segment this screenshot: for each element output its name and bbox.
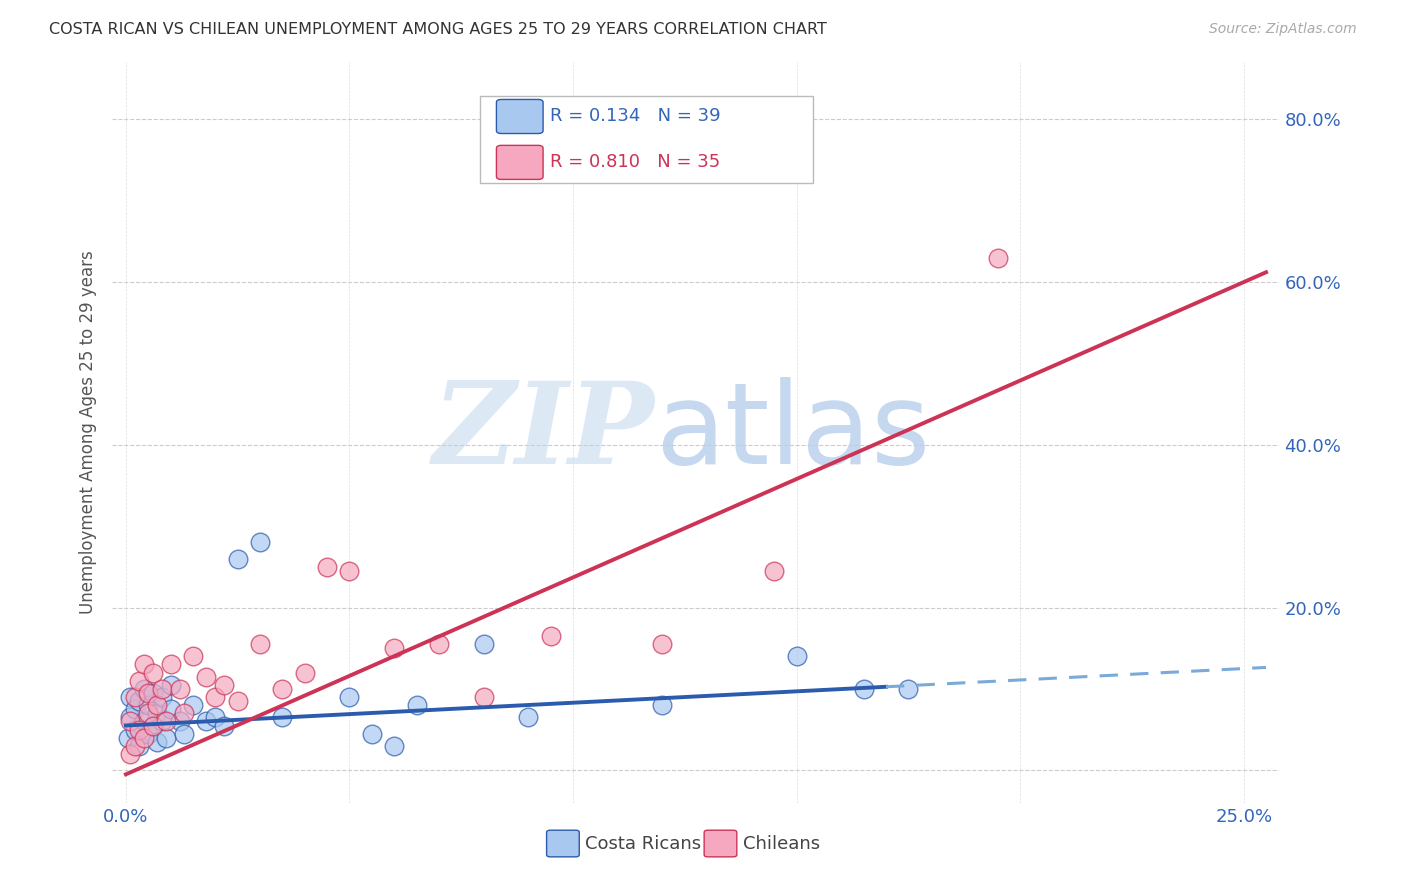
Text: atlas: atlas xyxy=(655,377,931,488)
Point xyxy=(472,690,495,704)
Point xyxy=(169,714,191,729)
Point xyxy=(214,718,236,732)
Point xyxy=(117,731,139,745)
Point xyxy=(155,731,177,745)
Text: COSTA RICAN VS CHILEAN UNEMPLOYMENT AMONG AGES 25 TO 29 YEARS CORRELATION CHART: COSTA RICAN VS CHILEAN UNEMPLOYMENT AMON… xyxy=(49,22,827,37)
Point xyxy=(173,726,195,740)
FancyBboxPatch shape xyxy=(479,95,813,183)
Point xyxy=(204,690,226,704)
Point xyxy=(146,706,169,721)
Point xyxy=(339,690,361,704)
Point xyxy=(136,706,159,721)
Point xyxy=(249,535,271,549)
Point xyxy=(159,657,181,672)
Point xyxy=(128,673,150,688)
FancyBboxPatch shape xyxy=(496,99,543,134)
Text: ZIP: ZIP xyxy=(433,377,655,488)
Point xyxy=(204,710,226,724)
Y-axis label: Unemployment Among Ages 25 to 29 years: Unemployment Among Ages 25 to 29 years xyxy=(79,251,97,615)
Point xyxy=(763,564,786,578)
Point xyxy=(128,739,150,753)
Point xyxy=(150,690,173,704)
Point xyxy=(651,698,673,713)
Point xyxy=(120,690,142,704)
Point xyxy=(120,747,142,761)
Point xyxy=(987,251,1010,265)
Text: R = 0.810   N = 35: R = 0.810 N = 35 xyxy=(550,153,720,171)
Point xyxy=(786,649,808,664)
Point xyxy=(120,710,142,724)
Point xyxy=(427,637,450,651)
Text: Chileans: Chileans xyxy=(742,835,820,853)
Point xyxy=(146,735,169,749)
Point xyxy=(382,641,405,656)
Point xyxy=(316,559,339,574)
Point xyxy=(142,665,165,680)
Point xyxy=(651,637,673,651)
Text: Source: ZipAtlas.com: Source: ZipAtlas.com xyxy=(1209,22,1357,37)
Point xyxy=(360,726,382,740)
Point xyxy=(169,681,191,696)
Point xyxy=(124,723,146,737)
Point xyxy=(132,731,155,745)
Point xyxy=(155,714,177,729)
Point xyxy=(124,702,146,716)
FancyBboxPatch shape xyxy=(547,830,579,857)
Point xyxy=(271,681,294,696)
Point xyxy=(142,686,165,700)
Point xyxy=(173,706,195,721)
Point xyxy=(132,714,155,729)
Point xyxy=(517,710,540,724)
Point xyxy=(226,551,249,566)
Point xyxy=(136,698,159,713)
Point xyxy=(181,649,204,664)
Point xyxy=(226,694,249,708)
FancyBboxPatch shape xyxy=(704,830,737,857)
Point xyxy=(136,726,159,740)
Point xyxy=(142,718,165,732)
Point xyxy=(159,678,181,692)
Point xyxy=(195,670,218,684)
Point xyxy=(294,665,316,680)
Point xyxy=(159,702,181,716)
Point xyxy=(128,694,150,708)
Point xyxy=(181,698,204,713)
Point xyxy=(150,681,173,696)
Point xyxy=(897,681,920,696)
Text: R = 0.134   N = 39: R = 0.134 N = 39 xyxy=(550,108,721,126)
Text: Costa Ricans: Costa Ricans xyxy=(585,835,702,853)
Point xyxy=(214,678,236,692)
FancyBboxPatch shape xyxy=(496,145,543,179)
Point xyxy=(120,714,142,729)
Point xyxy=(124,690,146,704)
Point xyxy=(382,739,405,753)
Point xyxy=(150,714,173,729)
Point xyxy=(128,723,150,737)
Point xyxy=(132,681,155,696)
Point xyxy=(124,739,146,753)
Point xyxy=(472,637,495,651)
Point xyxy=(405,698,427,713)
Point xyxy=(142,718,165,732)
Point xyxy=(132,657,155,672)
Point xyxy=(195,714,218,729)
Point xyxy=(271,710,294,724)
Point xyxy=(339,564,361,578)
Point xyxy=(136,686,159,700)
Point xyxy=(146,698,169,713)
Point xyxy=(540,629,562,643)
Point xyxy=(249,637,271,651)
Point xyxy=(852,681,875,696)
